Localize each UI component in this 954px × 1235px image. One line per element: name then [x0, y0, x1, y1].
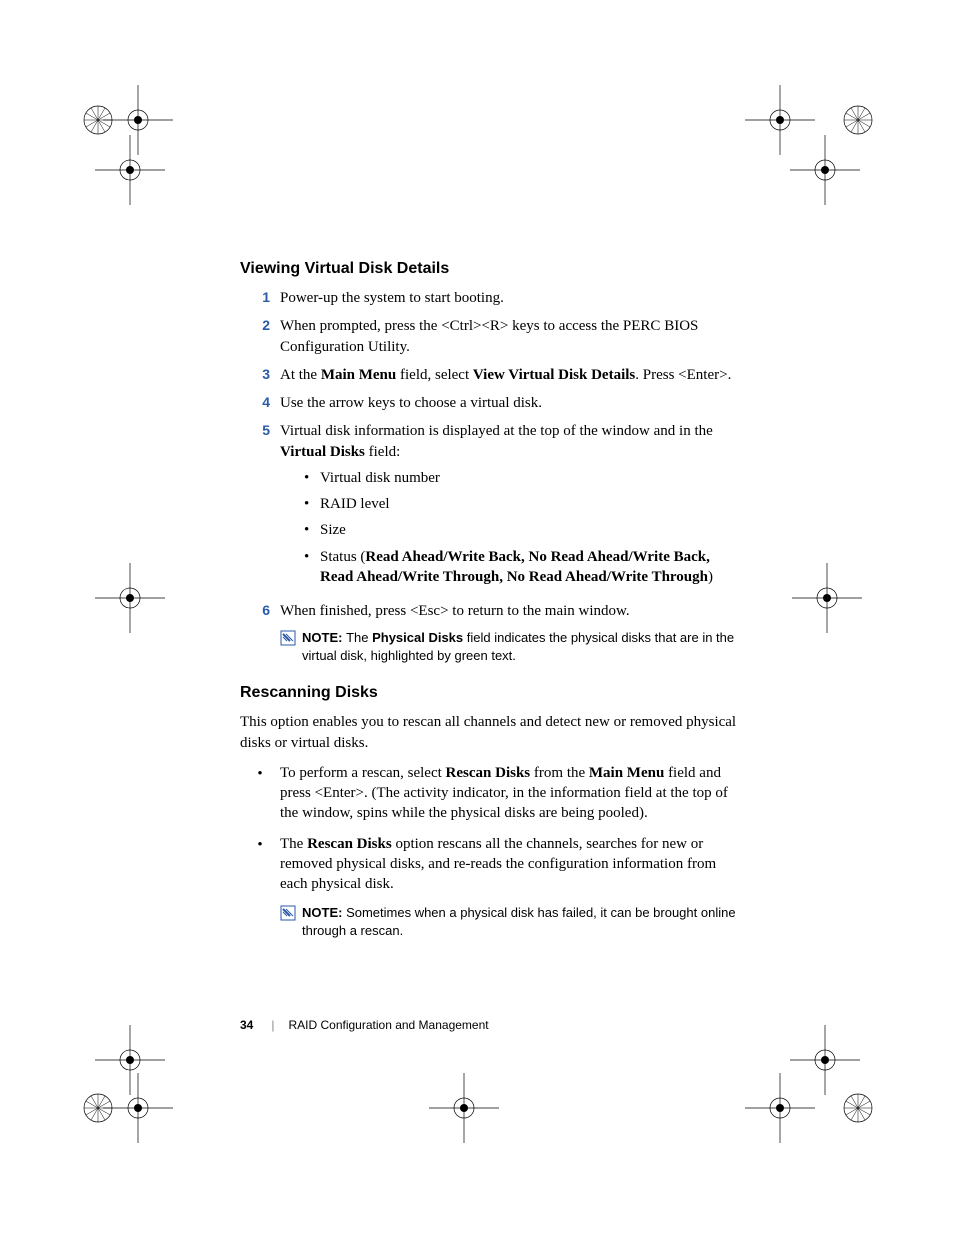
list-number: 5	[240, 421, 280, 593]
sub-list: •Virtual disk number •RAID level •Size •Sta…	[304, 468, 740, 587]
note-block-2: NOTE: Sometimes when a physical disk has…	[280, 904, 740, 939]
list-body: When finished, press <Esc> to return to …	[280, 601, 740, 621]
footer-title: RAID Configuration and Management	[288, 1018, 488, 1032]
list-number: 6	[240, 601, 280, 621]
list-item: 5Virtual disk information is displayed a…	[240, 421, 740, 593]
list-body: At the Main Menu field, select View Virt…	[280, 365, 740, 385]
ordered-list-1: 1Power-up the system to start booting.2W…	[240, 288, 740, 621]
bullet-item: •The Rescan Disks option rescans all the…	[240, 834, 740, 895]
section-heading-2: Rescanning Disks	[240, 684, 740, 702]
list-body: When prompted, press the <Ctrl><R> keys …	[280, 316, 740, 357]
intro-para: This option enables you to rescan all ch…	[240, 712, 740, 753]
page-content: Viewing Virtual Disk Details 1Power-up t…	[240, 260, 740, 939]
note-text-1: NOTE: The Physical Disks field indicates…	[302, 629, 740, 664]
list-item: 6When finished, press <Esc> to return to…	[240, 601, 740, 621]
list-number: 3	[240, 365, 280, 385]
list-body: Virtual disk information is displayed at…	[280, 421, 740, 593]
sub-list-item: •Virtual disk number	[304, 468, 740, 488]
page-number: 34	[240, 1018, 253, 1032]
sub-list-item: •Size	[304, 520, 740, 540]
list-item: 2When prompted, press the <Ctrl><R> keys…	[240, 316, 740, 357]
sub-list-item: •Status (Read Ahead/Write Back, No Read …	[304, 547, 740, 588]
list-number: 4	[240, 393, 280, 413]
page-footer: 34 | RAID Configuration and Management	[240, 1018, 489, 1032]
note-text-2: NOTE: Sometimes when a physical disk has…	[302, 904, 740, 939]
note-block-1: NOTE: The Physical Disks field indicates…	[280, 629, 740, 664]
sub-list-item: •RAID level	[304, 494, 740, 514]
list-item: 3At the Main Menu field, select View Vir…	[240, 365, 740, 385]
bullet-item: •To perform a rescan, select Rescan Disk…	[240, 763, 740, 824]
list-body: Use the arrow keys to choose a virtual d…	[280, 393, 740, 413]
list-item: 4Use the arrow keys to choose a virtual …	[240, 393, 740, 413]
note-icon	[280, 629, 302, 664]
list-item: 1Power-up the system to start booting.	[240, 288, 740, 308]
list-number: 2	[240, 316, 280, 357]
list-number: 1	[240, 288, 280, 308]
list-body: Power-up the system to start booting.	[280, 288, 740, 308]
footer-separator: |	[271, 1018, 274, 1032]
note-icon	[280, 904, 302, 939]
section-heading-1: Viewing Virtual Disk Details	[240, 260, 740, 278]
unordered-list-1: •To perform a rescan, select Rescan Disk…	[240, 763, 740, 895]
